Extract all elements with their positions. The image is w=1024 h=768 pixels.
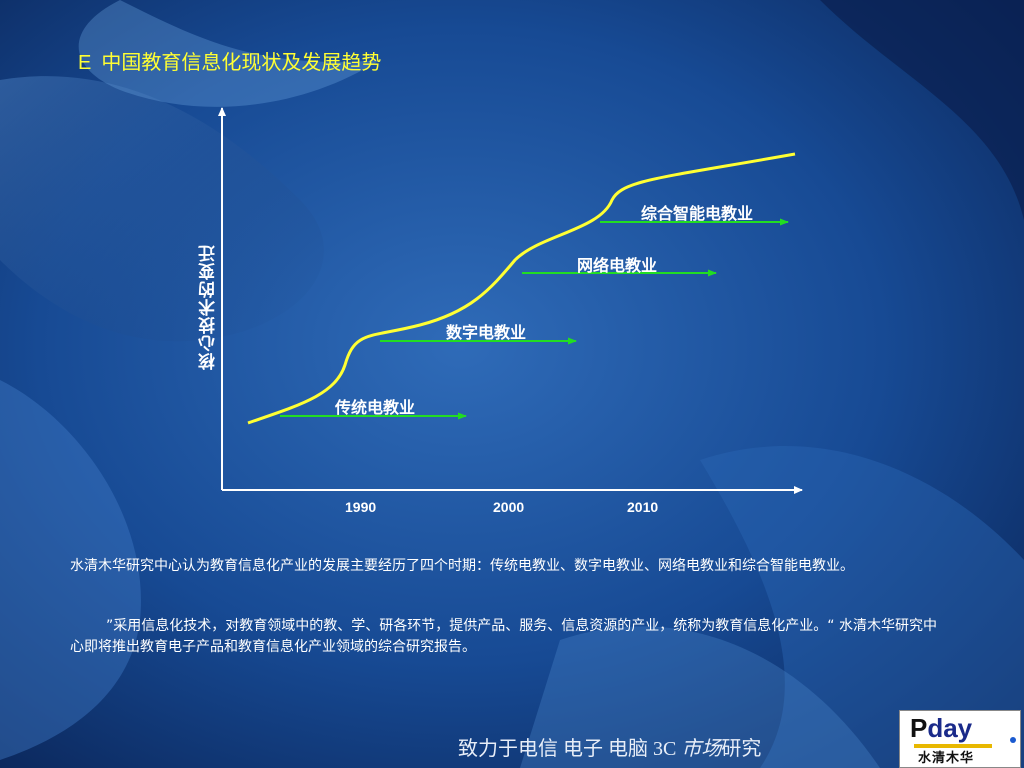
title-text: 中国教育信息化现状及发展趋势 [101,50,382,74]
logo-dot-icon [1010,737,1016,743]
logo-company-name: 水清木华 [918,751,975,766]
title-section-letter: E [78,52,92,74]
year-label-2000: 2000 [493,499,525,515]
year-label-1990: 1990 [345,499,377,515]
footer-slogan: 致力于电信 电子 电脑 3C 市场研究 [458,732,761,761]
stage-label-digital: 数字电教业 [446,323,527,342]
logo-day: day [927,713,973,743]
logo-underline [914,744,992,748]
pday-logo: Pday 水清木华 [899,710,1021,768]
year-label-2010: 2010 [627,499,659,515]
stage-label-network: 网络电教业 [577,256,658,275]
logo-p: P [910,713,928,743]
slogan-part-italic: 市场 [681,738,722,760]
y-axis-label: 核心技术的变迁 [199,244,219,370]
definition-paragraph: ”采用信息化技术，对教育领域中的教、学、研各环节，提供产品、服务、信息资源的产业… [70,618,937,655]
summary-paragraph: 水清木华研究中心认为教育信息化产业的发展主要经历了四个时期：传统电教业、数字电教… [70,558,854,574]
slide-title: E 中国教育信息化现状及发展趋势 [78,46,381,75]
technology-curve [247,152,796,425]
slogan-part-a: 致力于电信 电子 电脑 3C [458,738,682,760]
slogan-part-b: 研究 [721,738,762,760]
stage-label-traditional: 传统电教业 [335,398,416,417]
stage-label-integrated: 综合智能电教业 [641,204,754,223]
logo-wordmark: Pday [910,713,972,744]
